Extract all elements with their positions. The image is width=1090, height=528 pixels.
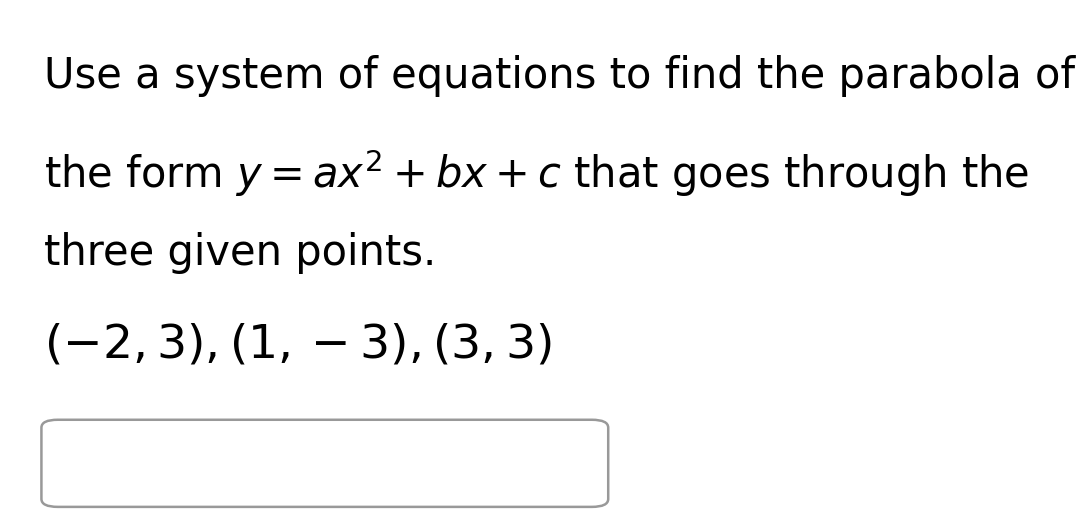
Text: three given points.: three given points. [44, 232, 436, 275]
Text: the form $y = ax^2 + bx + c$ that goes through the: the form $y = ax^2 + bx + c$ that goes t… [44, 148, 1029, 200]
Text: $(-2, 3), (1, -3), (3, 3)$: $(-2, 3), (1, -3), (3, 3)$ [44, 322, 552, 367]
Text: Use a system of equations to find the parabola of: Use a system of equations to find the pa… [44, 55, 1075, 98]
FancyBboxPatch shape [41, 420, 608, 507]
